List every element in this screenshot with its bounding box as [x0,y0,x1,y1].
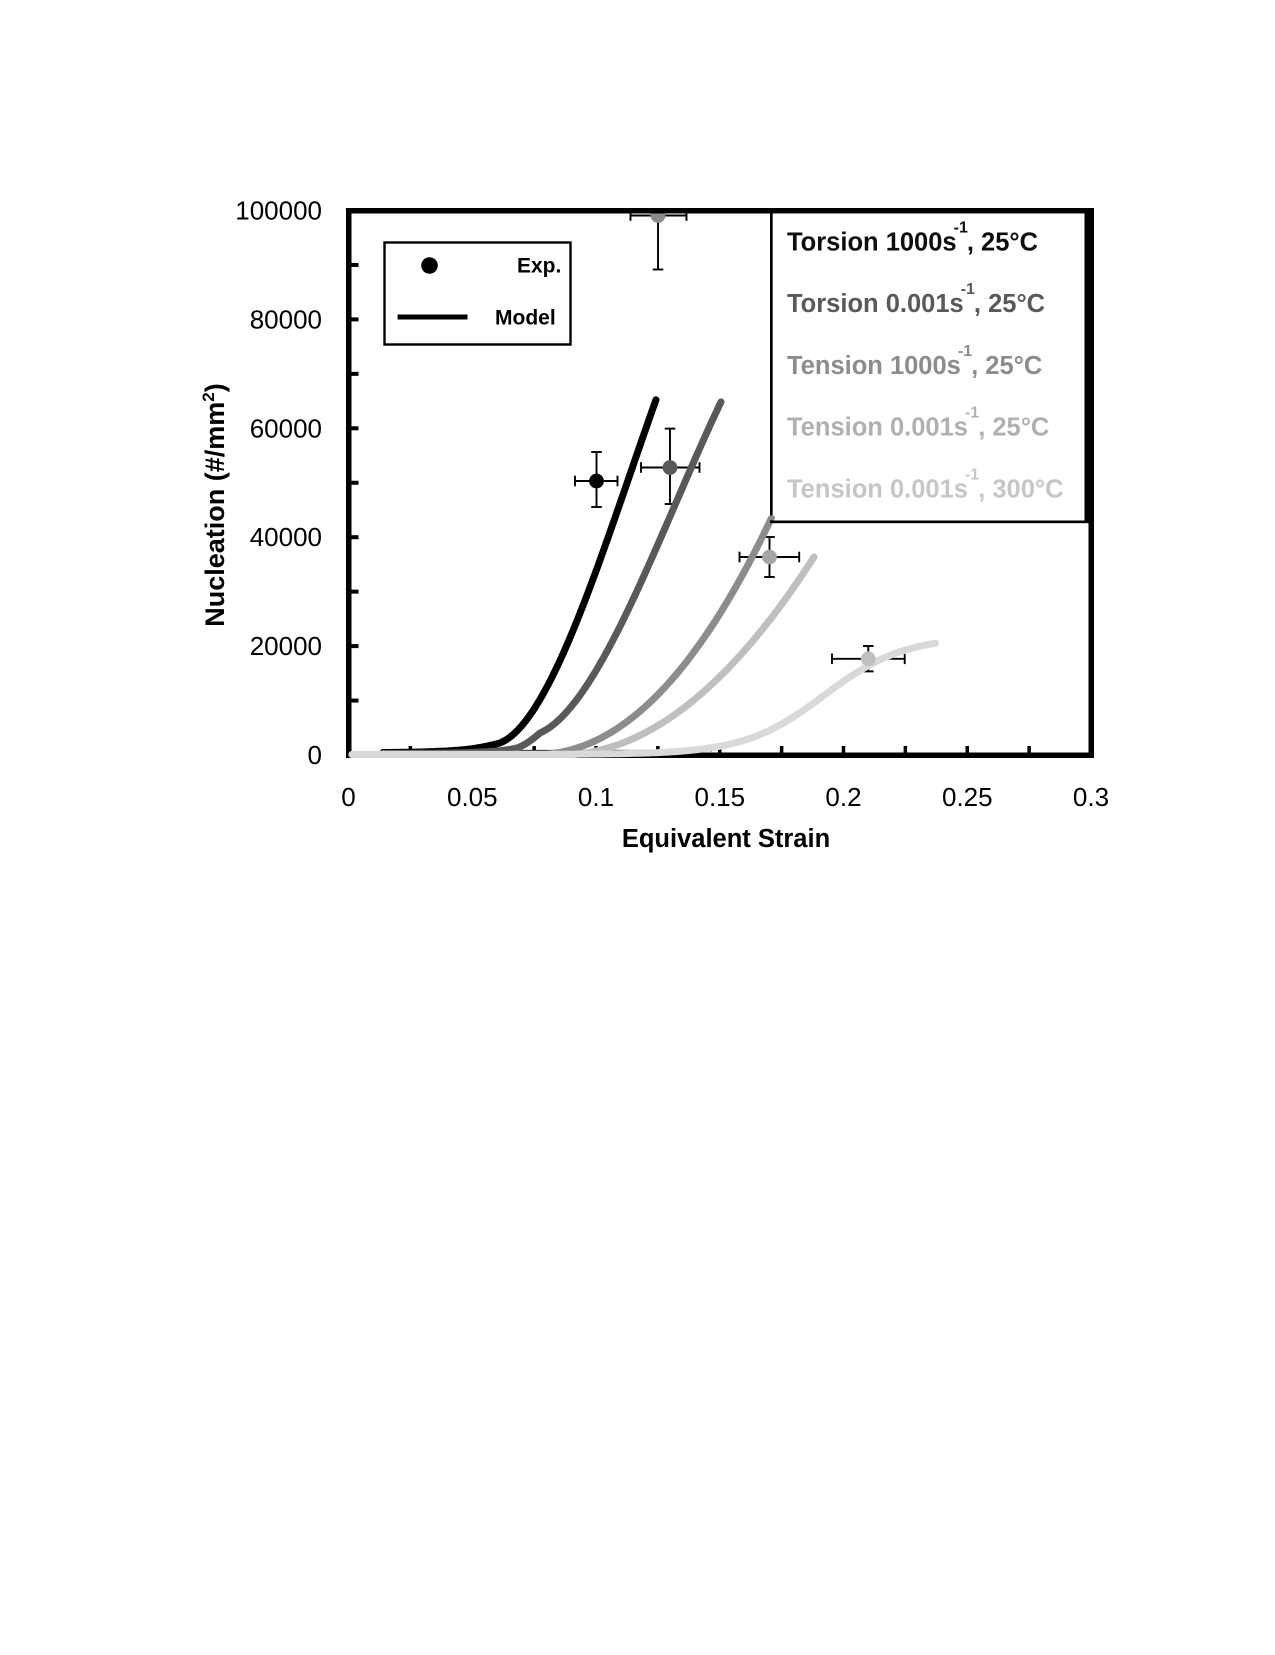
svg-text:0.1: 0.1 [578,782,614,812]
svg-text:80000: 80000 [250,304,322,334]
svg-text:Equivalent Strain: Equivalent Strain [622,825,830,853]
svg-text:0.2: 0.2 [825,782,861,812]
svg-text:60000: 60000 [250,413,322,443]
svg-text:100000: 100000 [235,196,322,226]
svg-text:Nucleation (#/mm2): Nucleation (#/mm2) [199,383,230,627]
svg-text:0: 0 [308,740,322,770]
svg-text:0.05: 0.05 [447,782,498,812]
svg-text:20000: 20000 [250,631,322,661]
svg-text:0.15: 0.15 [694,782,745,812]
svg-text:Model: Model [495,307,556,330]
svg-text:0.3: 0.3 [1073,782,1109,812]
svg-text:40000: 40000 [250,522,322,552]
svg-text:0.25: 0.25 [942,782,993,812]
svg-text:Exp.: Exp. [517,255,561,278]
svg-text:0: 0 [341,782,355,812]
